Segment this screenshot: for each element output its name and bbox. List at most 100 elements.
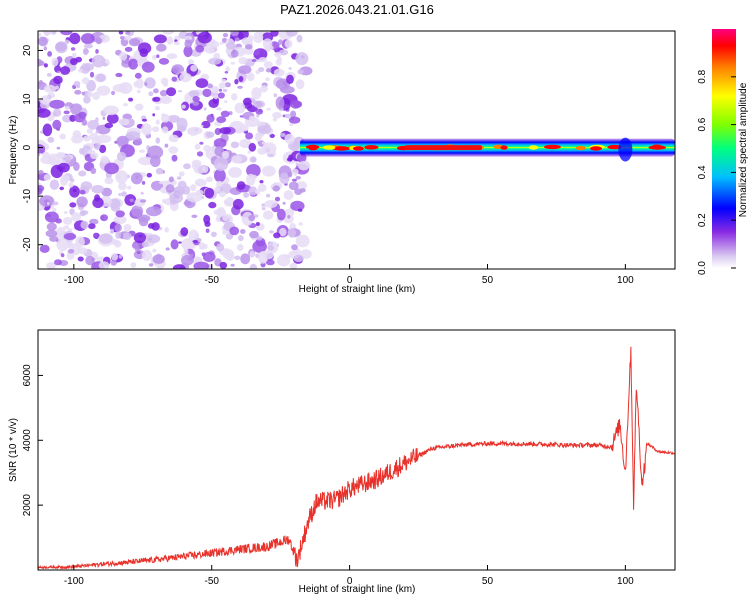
noise-speckle bbox=[118, 118, 130, 126]
band-core bbox=[404, 145, 482, 151]
noise-speckle bbox=[54, 259, 62, 266]
noise-speckle bbox=[57, 70, 61, 74]
noise-speckle bbox=[236, 244, 244, 251]
noise-speckle bbox=[62, 216, 73, 225]
spectrogram-x-label: Height of straight line (km) bbox=[299, 284, 416, 295]
noise-speckle bbox=[274, 51, 282, 58]
noise-speckle bbox=[118, 254, 123, 259]
noise-speckle bbox=[58, 152, 67, 158]
noise-speckle bbox=[297, 69, 304, 75]
noise-speckle bbox=[112, 84, 128, 93]
noise-speckle bbox=[67, 249, 75, 254]
noise-speckle bbox=[81, 33, 95, 45]
noise-speckle bbox=[257, 183, 267, 192]
noise-speckle bbox=[288, 67, 292, 70]
noise-speckle bbox=[47, 92, 56, 99]
noise-speckle bbox=[150, 155, 161, 168]
noise-speckle bbox=[207, 83, 214, 89]
y-tick-label: 4000 bbox=[22, 429, 33, 452]
noise-speckle bbox=[248, 115, 255, 121]
band-peak bbox=[607, 144, 622, 150]
colorbar-tick-label: 0.6 bbox=[697, 117, 708, 131]
noise-speckle bbox=[216, 243, 225, 252]
noise-speckle bbox=[249, 263, 257, 269]
noise-speckle bbox=[275, 58, 282, 66]
noise-speckle bbox=[131, 242, 139, 249]
noise-speckle bbox=[183, 45, 193, 58]
noise-speckle bbox=[70, 178, 75, 183]
noise-speckle bbox=[63, 233, 77, 240]
noise-speckle bbox=[176, 117, 188, 131]
noise-speckle bbox=[104, 122, 114, 129]
noise-speckle bbox=[76, 196, 88, 208]
noise-speckle bbox=[278, 39, 283, 45]
noise-speckle bbox=[266, 47, 271, 53]
noise-speckle bbox=[275, 96, 285, 110]
noise-speckle bbox=[89, 218, 99, 225]
noise-speckle bbox=[218, 88, 222, 92]
signal-band-body bbox=[299, 138, 675, 157]
noise-speckle bbox=[178, 241, 182, 244]
noise-speckle bbox=[208, 201, 217, 209]
noise-speckle bbox=[95, 37, 103, 45]
noise-speckle bbox=[245, 132, 254, 140]
noise-speckle bbox=[198, 242, 206, 249]
noise-speckle bbox=[39, 244, 50, 253]
noise-speckle bbox=[96, 85, 111, 96]
y-tick-label: 6000 bbox=[22, 364, 33, 387]
noise-speckle bbox=[111, 90, 116, 96]
noise-speckle bbox=[115, 72, 123, 78]
noise-speckle bbox=[216, 180, 223, 188]
noise-speckle bbox=[265, 68, 272, 73]
noise-speckle bbox=[229, 226, 240, 236]
noise-speckle bbox=[203, 107, 207, 111]
noise-speckle bbox=[240, 253, 251, 265]
noise-speckle bbox=[168, 134, 179, 143]
noise-speckle bbox=[94, 73, 107, 83]
snr-x-label: Height of straight line (km) bbox=[299, 584, 416, 595]
noise-speckle bbox=[202, 251, 216, 262]
noise-speckle bbox=[238, 76, 244, 82]
noise-speckle bbox=[90, 167, 97, 175]
noise-speckle bbox=[83, 47, 89, 56]
noise-speckle bbox=[219, 191, 226, 198]
noise-speckle bbox=[255, 222, 260, 226]
snr-y-ticks: 2000 4000 6000 bbox=[22, 364, 43, 516]
snr-panel: -100 -50 0 50 100 2000 4000 6000 Height of str… bbox=[8, 329, 676, 595]
noise-speckle bbox=[190, 184, 197, 192]
noise-speckle bbox=[295, 181, 308, 190]
noise-speckle bbox=[166, 36, 174, 45]
noise-speckle bbox=[118, 31, 124, 35]
noise-speckle bbox=[91, 54, 106, 68]
noise-speckle bbox=[78, 170, 87, 177]
noise-speckle bbox=[96, 134, 112, 144]
band-peak bbox=[528, 145, 539, 150]
noise-speckle bbox=[81, 91, 86, 95]
noise-speckle bbox=[46, 262, 56, 269]
noise-speckle bbox=[190, 64, 198, 72]
noise-speckle bbox=[158, 58, 170, 65]
noise-speckle bbox=[197, 31, 212, 44]
noise-speckle bbox=[279, 227, 287, 237]
noise-speckle bbox=[152, 113, 156, 117]
noise-speckle bbox=[195, 189, 204, 196]
noise-speckle bbox=[99, 144, 107, 154]
noise-speckle bbox=[219, 261, 228, 269]
band-peak bbox=[651, 144, 662, 149]
noise-speckle bbox=[64, 105, 70, 110]
noise-speckle bbox=[74, 89, 82, 95]
y-tick-label: 2000 bbox=[22, 494, 33, 517]
noise-speckle bbox=[51, 57, 59, 67]
noise-speckle bbox=[139, 199, 147, 203]
noise-speckle bbox=[232, 198, 244, 210]
noise-speckle bbox=[238, 57, 248, 65]
band-peak bbox=[322, 145, 336, 150]
noise-speckle bbox=[123, 224, 132, 232]
noise-speckle bbox=[66, 251, 75, 260]
noise-speckle bbox=[274, 196, 281, 202]
noise-speckle bbox=[253, 31, 264, 43]
noise-speckle bbox=[258, 67, 265, 73]
noise-speckle bbox=[255, 188, 261, 195]
noise-speckle bbox=[181, 254, 194, 266]
